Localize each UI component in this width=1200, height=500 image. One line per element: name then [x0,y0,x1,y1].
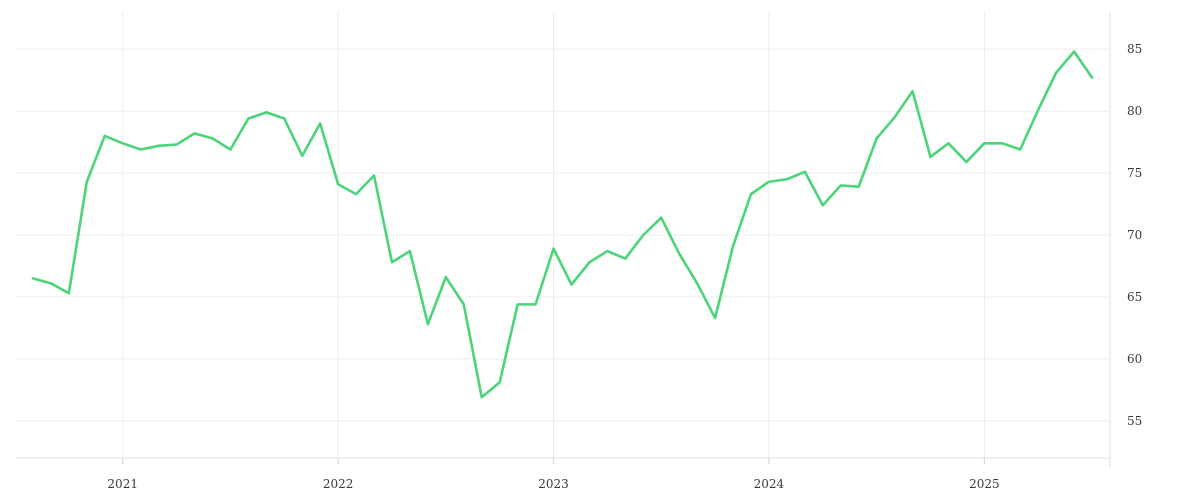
y-tick-label: 75 [1127,166,1142,180]
y-tick-label: 65 [1127,290,1142,304]
y-tick-label: 70 [1127,228,1142,242]
series-group [31,50,1094,399]
tick-labels: 55 60 65 70 75 80 85 2021 2022 2023 2024 2025 [107,42,1142,491]
x-tick-label: 2021 [107,477,138,491]
x-tick-label: 2024 [754,477,785,491]
y-tick-label: 60 [1127,352,1142,366]
y-tick-label: 85 [1127,42,1142,56]
x-tick-label: 2023 [538,477,569,491]
y-tick-label: 55 [1127,414,1142,428]
y-tick-label: 80 [1127,104,1142,118]
series-line [31,50,1094,399]
x-tick-label: 2025 [969,477,1000,491]
x-tick-label: 2022 [323,477,354,491]
axes [15,12,1111,468]
grid [15,12,1110,458]
